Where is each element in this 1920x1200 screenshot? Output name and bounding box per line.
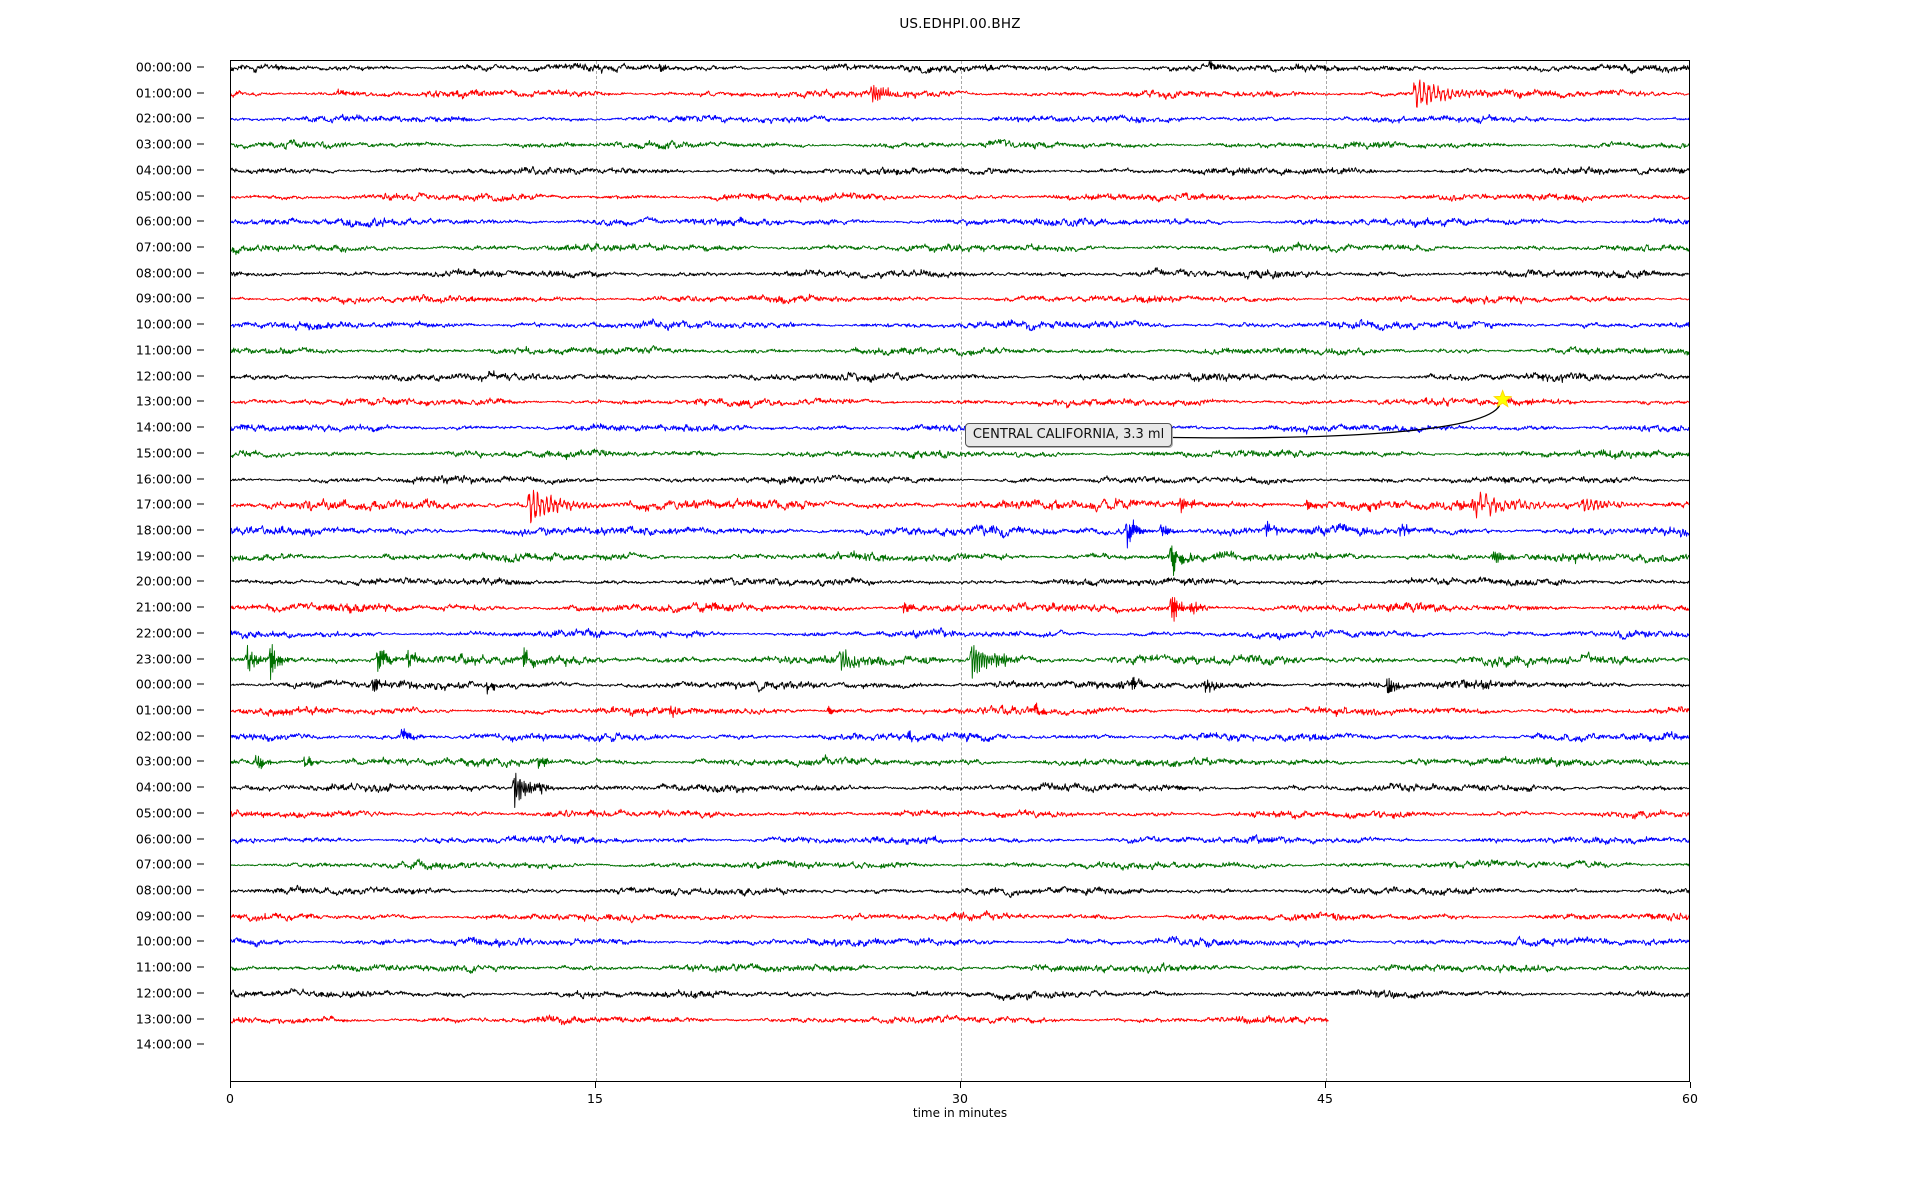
y-axis-tick-label: 11:00:00	[135, 959, 192, 975]
x-axis-tick-label: 30	[952, 1091, 968, 1106]
y-axis-tick	[197, 143, 204, 145]
x-axis-title: time in minutes	[912, 1106, 1008, 1120]
y-axis-tick	[197, 117, 204, 119]
y-axis-tick	[197, 297, 204, 299]
y-axis-tick-label: 16:00:00	[135, 471, 192, 487]
y-axis-tick-label: 12:00:00	[135, 985, 192, 1001]
y-axis-tick-label: 11:00:00	[135, 342, 192, 358]
y-axis-tick	[197, 889, 204, 891]
y-axis-tick	[197, 169, 204, 171]
y-axis-tick-label: 14:00:00	[135, 419, 192, 435]
y-axis-tick	[197, 272, 204, 274]
y-axis-tick	[197, 683, 204, 685]
y-axis-tick-label: 10:00:00	[135, 316, 192, 332]
y-axis-tick	[197, 478, 204, 480]
y-axis-tick	[197, 760, 204, 762]
y-axis-tick-label: 06:00:00	[135, 831, 192, 847]
y-axis-tick-label: 03:00:00	[135, 753, 192, 769]
y-axis-tick-label: 08:00:00	[135, 265, 192, 281]
y-axis-tick-label: 19:00:00	[135, 548, 192, 564]
x-axis-tick	[1690, 1082, 1691, 1088]
y-axis-tick-label: 03:00:00	[135, 136, 192, 152]
y-axis-tick	[197, 606, 204, 608]
y-axis-tick	[197, 812, 204, 814]
y-axis-tick	[197, 323, 204, 325]
y-axis-tick	[197, 1043, 204, 1045]
x-axis-tick-label: 60	[1682, 1091, 1698, 1106]
y-axis-time-labels: 00:00:00 01:00:00 02:00:00 03:00:00 04:00:00…	[0, 60, 230, 1082]
y-axis-tick-label: 02:00:00	[135, 110, 192, 126]
x-axis-tick-label: 0	[226, 1091, 234, 1106]
x-axis-tick	[230, 1082, 231, 1088]
x-axis-tick-label: 15	[587, 1091, 603, 1106]
page-title: US.EDHPI.00.BHZ	[899, 16, 1021, 32]
y-axis-tick	[197, 529, 204, 531]
y-axis-tick-label: 02:00:00	[135, 728, 192, 744]
y-axis-tick	[197, 915, 204, 917]
y-axis-tick	[197, 709, 204, 711]
y-axis-tick-label: 05:00:00	[135, 188, 192, 204]
y-axis-tick	[197, 195, 204, 197]
y-axis-tick	[197, 426, 204, 428]
y-axis-tick	[197, 580, 204, 582]
y-axis-tick-label: 23:00:00	[135, 651, 192, 667]
y-axis-tick	[197, 735, 204, 737]
y-axis-tick-label: 01:00:00	[135, 702, 192, 718]
y-axis-tick	[197, 786, 204, 788]
gridline-vertical	[596, 61, 597, 1081]
y-axis-tick	[197, 658, 204, 660]
x-axis-tick	[595, 1082, 596, 1088]
y-axis-tick	[197, 503, 204, 505]
y-axis-tick-label: 07:00:00	[135, 239, 192, 255]
x-axis-tick	[1325, 1082, 1326, 1088]
y-axis-tick	[197, 863, 204, 865]
y-axis-tick-label: 14:00:00	[135, 1036, 192, 1052]
y-axis-tick	[197, 220, 204, 222]
y-axis-tick	[197, 555, 204, 557]
y-axis-tick-label: 09:00:00	[135, 908, 192, 924]
y-axis-tick	[197, 966, 204, 968]
y-axis-tick	[197, 400, 204, 402]
y-axis-tick-label: 13:00:00	[135, 1011, 192, 1027]
x-axis-tick-labels: 0 15 30 45 60	[226, 1082, 1698, 1122]
gridline-vertical	[961, 61, 962, 1081]
y-axis-tick	[197, 992, 204, 994]
y-axis-tick-label: 04:00:00	[135, 779, 192, 795]
y-axis-tick-label: 21:00:00	[135, 599, 192, 615]
plot-axes-area	[230, 60, 1690, 1082]
y-axis-tick	[197, 92, 204, 94]
x-axis-tick-label: 45	[1317, 1091, 1333, 1106]
y-axis-tick-label: 10:00:00	[135, 933, 192, 949]
y-axis-tick-label: 12:00:00	[135, 368, 192, 384]
y-axis-tick-label: 05:00:00	[135, 805, 192, 821]
gridline-vertical	[1326, 61, 1327, 1081]
y-axis-tick	[197, 66, 204, 68]
y-axis-tick-label: 07:00:00	[135, 856, 192, 872]
y-axis-tick-label: 00:00:00	[135, 59, 192, 75]
y-axis-tick-label: 09:00:00	[135, 290, 192, 306]
x-axis-tick	[960, 1082, 961, 1088]
y-axis-tick-label: 18:00:00	[135, 522, 192, 538]
y-axis-tick	[197, 452, 204, 454]
y-axis-tick	[197, 375, 204, 377]
y-axis-tick	[197, 632, 204, 634]
y-axis-tick	[197, 246, 204, 248]
y-axis-tick-label: 15:00:00	[135, 445, 192, 461]
y-axis-tick	[197, 940, 204, 942]
y-axis-tick	[197, 838, 204, 840]
y-axis-tick-label: 17:00:00	[135, 496, 192, 512]
y-axis-tick-label: 04:00:00	[135, 162, 192, 178]
y-axis-tick-label: 08:00:00	[135, 882, 192, 898]
y-axis-tick-label: 06:00:00	[135, 213, 192, 229]
y-axis-tick-label: 13:00:00	[135, 393, 192, 409]
y-axis-tick	[197, 349, 204, 351]
y-axis-tick-label: 01:00:00	[135, 85, 192, 101]
y-axis-tick-label: 00:00:00	[135, 676, 192, 692]
y-axis-tick	[197, 1018, 204, 1020]
y-axis-tick-label: 20:00:00	[135, 573, 192, 589]
y-axis-tick-label: 22:00:00	[135, 625, 192, 641]
